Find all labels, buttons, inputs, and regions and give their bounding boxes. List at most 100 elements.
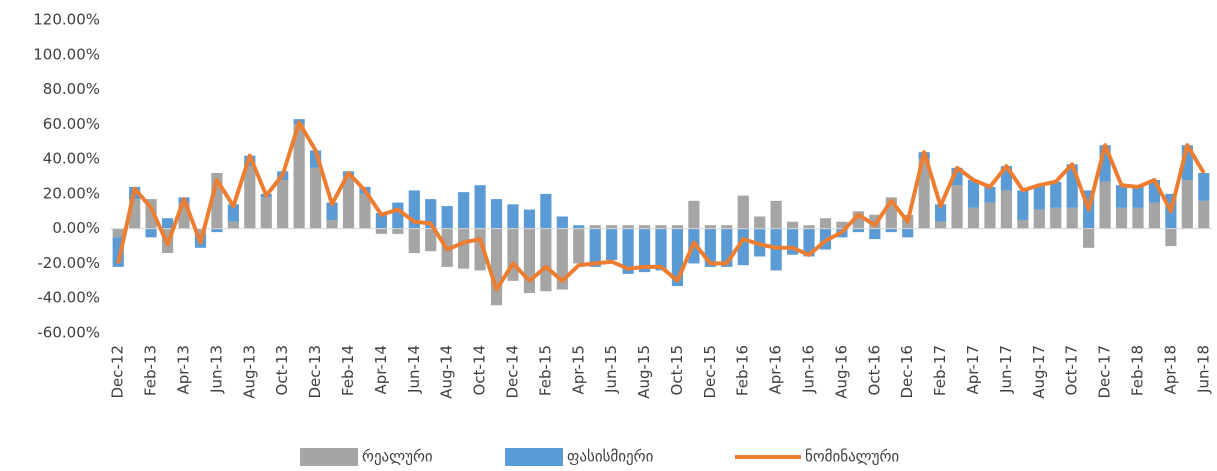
x-tick-label: Aug-13: [240, 345, 258, 399]
bar: [342, 176, 355, 229]
bar: [408, 228, 420, 254]
bar: [1050, 207, 1062, 229]
bar: [1198, 173, 1210, 201]
bar: [967, 179, 980, 208]
bar: [293, 124, 305, 229]
bar: [1066, 207, 1078, 229]
line: [116, 120, 1206, 292]
bar: [227, 221, 239, 229]
bar: [194, 228, 207, 234]
bar: [1000, 190, 1012, 229]
x-tick-label: Feb-17: [931, 345, 949, 396]
legend-swatch: [505, 448, 563, 466]
y-tick-label: 120.00%: [33, 11, 100, 29]
bar: [622, 228, 634, 274]
bar: [655, 225, 667, 229]
bar: [1017, 219, 1029, 229]
bar: [803, 225, 815, 229]
bar: [458, 192, 470, 229]
bar: [951, 167, 963, 186]
bar: [984, 186, 996, 203]
x-tick-label: Apr-15: [569, 345, 587, 395]
x-tick-label: Oct-15: [668, 345, 686, 395]
bar: [490, 199, 503, 229]
bar: [507, 228, 519, 281]
x-tick-label: Oct-13: [273, 345, 291, 395]
bar: [490, 228, 503, 306]
y-tick-label: -60.00%: [37, 324, 100, 342]
bar: [408, 190, 420, 229]
bar: [1000, 166, 1012, 191]
bar: [161, 218, 174, 229]
bar: [1148, 202, 1161, 229]
bar: [589, 225, 601, 229]
x-tick-label: Oct-16: [865, 345, 883, 395]
bar: [392, 228, 404, 234]
bar: [129, 199, 141, 229]
bar: [737, 228, 749, 266]
bar: [1066, 164, 1078, 208]
bar: [1181, 179, 1193, 229]
bar: [688, 200, 700, 229]
bar: [967, 207, 980, 229]
x-tick-label: Dec-17: [1096, 345, 1114, 399]
legend-label: რეალური: [362, 448, 433, 466]
x-tick-label: Apr-18: [1161, 345, 1179, 395]
bar: [1083, 228, 1095, 248]
x-tick-label: Dec-15: [701, 345, 719, 399]
bar: [638, 225, 651, 229]
bar: [474, 228, 486, 271]
bar: [1050, 181, 1062, 208]
x-tick-label: Apr-17: [964, 345, 982, 395]
bar: [671, 228, 684, 287]
x-tick-label: Apr-14: [372, 345, 390, 395]
bar: [277, 179, 289, 229]
x-tick-label: Jun-17: [997, 345, 1015, 394]
bar: [935, 204, 947, 222]
bar: [836, 221, 848, 229]
x-tick-label: Dec-13: [306, 345, 324, 399]
bar: [935, 221, 947, 229]
x-tick-label: Apr-16: [767, 345, 785, 395]
bar: [885, 197, 897, 229]
bar: [1198, 200, 1210, 229]
x-tick-label: Apr-13: [175, 345, 193, 395]
y-tick-label: 40.00%: [43, 150, 100, 168]
bar: [852, 228, 864, 233]
bar: [145, 199, 157, 229]
bar: [573, 228, 585, 264]
bar: [556, 228, 568, 290]
bar: [458, 228, 470, 269]
x-tick-label: Feb-18: [1128, 345, 1146, 396]
bar: [425, 228, 437, 252]
x-tick-label: Dec-12: [109, 345, 127, 399]
bar: [1017, 190, 1029, 220]
x-tick-label: Feb-16: [734, 345, 752, 396]
bar: [474, 185, 486, 229]
bar: [770, 200, 782, 229]
bar: [704, 228, 716, 267]
bar: [145, 228, 157, 238]
y-tick-label: 100.00%: [33, 45, 100, 63]
legend-swatch: [300, 448, 358, 466]
bar: [523, 228, 536, 294]
bar: [918, 159, 930, 229]
bar: [606, 228, 618, 260]
x-tick-label: Jun-16: [800, 345, 818, 394]
bar: [540, 193, 552, 229]
bar: [1033, 209, 1045, 229]
bar: [523, 209, 536, 229]
bar: [112, 228, 124, 238]
bar: [310, 167, 322, 229]
x-tick-label: Aug-17: [1030, 345, 1048, 399]
bar: [441, 206, 453, 229]
bar: [1132, 207, 1144, 229]
bar: [392, 202, 404, 229]
bar: [803, 228, 815, 257]
bar: [112, 237, 124, 267]
bar: [869, 228, 881, 240]
bar: [1181, 145, 1193, 180]
bar: [507, 204, 519, 229]
y-tick-label: -40.00%: [37, 289, 100, 307]
bar: [671, 225, 684, 229]
